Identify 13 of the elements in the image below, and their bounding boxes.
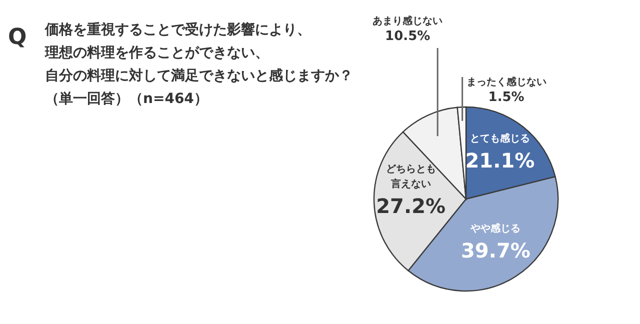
slice-label: やや感じる [470,222,521,235]
slice-label: まったく感じない [466,76,546,88]
slice-label: とても感じる [470,132,530,144]
text: （単一回答）（n=464） [45,91,208,107]
data-label: 39.7% [461,238,530,263]
slice-label: どちらとも言えない [386,164,436,190]
text: Q [8,25,27,50]
data-label: 21.1% [465,148,535,172]
data-label: 27.2% [376,194,446,218]
text: 価格を重視することで受けた影響により、理想の料理を作ることができない、自分の料理に対して満足できないと感じますか？ [44,21,353,84]
data-label: 10.5% [385,29,430,44]
slice-label: あまり感じない [372,15,443,27]
data-label: 1.5% [488,90,524,105]
